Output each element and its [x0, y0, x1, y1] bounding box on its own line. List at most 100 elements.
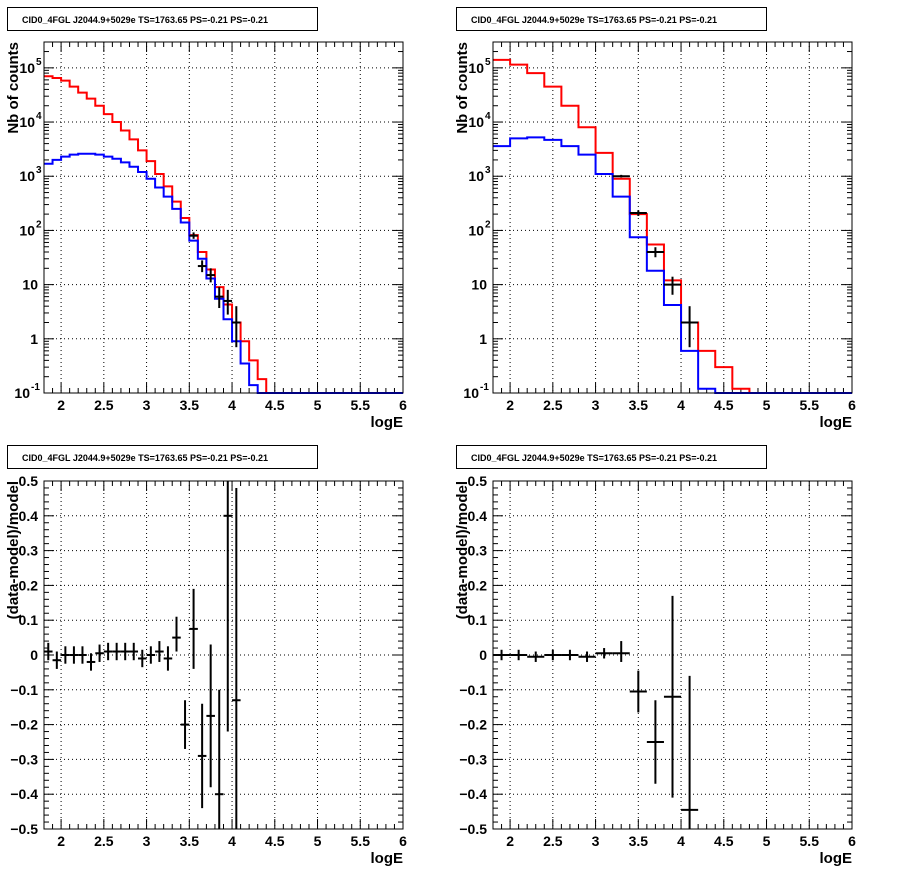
x-tick-label: 5.5 — [800, 833, 820, 849]
y-tick-label: −0.2 — [459, 717, 487, 733]
y-tick-label: 10 — [22, 277, 38, 293]
y-tick-label: 1 — [479, 331, 487, 347]
x-tick-label: 6 — [848, 397, 856, 413]
y-tick-label: 0.3 — [19, 543, 39, 559]
y-tick-label: 10 — [468, 222, 484, 238]
x-tick-label: 5 — [763, 397, 771, 413]
y-tick-label: 0.5 — [19, 473, 39, 489]
y-tick-label: 0.2 — [468, 577, 488, 593]
x-tick-label: 5.5 — [351, 833, 371, 849]
plot-frame — [492, 41, 853, 394]
plot-frame — [43, 480, 404, 830]
y-tick-exponent: -1 — [31, 382, 40, 393]
x-tick-label: 2.5 — [94, 397, 114, 413]
x-tick-label: 4.5 — [714, 397, 734, 413]
x-tick-label: 2.5 — [543, 833, 563, 849]
y-tick-label: 10 — [19, 114, 35, 130]
x-tick-label: 5 — [314, 833, 322, 849]
y-tick-label: −0.1 — [10, 682, 38, 698]
y-tick-label: −0.1 — [459, 682, 487, 698]
y-tick-label: 10 — [19, 168, 35, 184]
y-tick-label: −0.2 — [10, 717, 38, 733]
y-tick-label: −0.4 — [10, 786, 38, 802]
x-tick-label: 5.5 — [800, 397, 820, 413]
x-tick-label: 4.5 — [265, 397, 285, 413]
x-tick-label: 2 — [506, 833, 514, 849]
y-tick-exponent: -1 — [480, 382, 489, 393]
y-tick-label: 0 — [30, 647, 38, 663]
panel-title-top-left: CID0_4FGL J2044.9+5029e TS=1763.65 PS=-0… — [7, 7, 318, 31]
model-source-curve — [44, 152, 403, 394]
model-source-curve — [493, 136, 852, 394]
y-tick-label: 0.2 — [19, 577, 39, 593]
y-tick-label: 0.4 — [468, 508, 488, 524]
y-tick-label: 10 — [463, 385, 479, 401]
y-tick-label: 0.1 — [468, 612, 488, 628]
x-tick-label: 3 — [592, 833, 600, 849]
y-tick-label: −0.4 — [459, 786, 487, 802]
model-total-curve — [44, 75, 403, 394]
x-tick-label: 3.5 — [180, 397, 200, 413]
chart-bottom-left: 2 2.5 3 3.5 4 4.5 5 5.5 6 −0.5 −0.4 −0.3 −0.2 −0.1 0 0.… — [5, 473, 407, 867]
y-tick-label: 0.4 — [19, 508, 39, 524]
y-tick-exponent: 4 — [36, 111, 42, 122]
panel-title-bottom-left: CID0_4FGL J2044.9+5029e TS=1763.65 PS=-0… — [7, 445, 318, 469]
x-tick-label: 4 — [228, 397, 236, 413]
y-tick-label: 10 — [471, 277, 487, 293]
y-tick-label: 10 — [468, 60, 484, 76]
y-axis-label: (data-model)/model — [454, 481, 471, 619]
y-tick-exponent: 4 — [485, 111, 491, 122]
y-tick-label: −0.5 — [10, 821, 38, 837]
x-tick-label: 2 — [57, 833, 65, 849]
x-tick-label: 4 — [228, 833, 236, 849]
y-tick-label: −0.3 — [459, 751, 487, 767]
x-tick-label: 3.5 — [629, 397, 649, 413]
x-tick-label: 5 — [314, 397, 322, 413]
x-axis-label: logE — [820, 850, 853, 867]
x-tick-label: 3 — [143, 397, 151, 413]
y-tick-exponent: 3 — [485, 165, 491, 176]
x-tick-label: 2.5 — [94, 833, 114, 849]
y-tick-label: 10 — [468, 168, 484, 184]
plot-frame — [43, 41, 404, 394]
x-tick-label: 2 — [506, 397, 514, 413]
y-tick-exponent: 5 — [36, 57, 42, 68]
y-tick-exponent: 2 — [36, 219, 42, 230]
y-tick-label: 10 — [19, 222, 35, 238]
x-tick-label: 5.5 — [351, 397, 371, 413]
x-axis-label: logE — [820, 414, 853, 431]
x-tick-label: 3.5 — [629, 833, 649, 849]
y-axis-label: (data-model)/model — [5, 481, 22, 619]
x-tick-label: 3 — [143, 833, 151, 849]
x-axis-label: logE — [371, 850, 404, 867]
x-tick-label: 4 — [677, 397, 685, 413]
y-tick-label: 0.1 — [19, 612, 39, 628]
y-axis-label: Nb of counts — [5, 42, 22, 134]
y-tick-exponent: 2 — [485, 219, 491, 230]
chart-bottom-right: 2 2.5 3 3.5 4 4.5 5 5.5 6 −0.5 −0.4 −0.3 −0.2 −0.1 0 0.… — [454, 473, 856, 867]
model-total-curve — [493, 58, 852, 394]
y-tick-label: 10 — [468, 114, 484, 130]
y-tick-exponent: 3 — [36, 165, 42, 176]
x-tick-label: 4 — [677, 833, 685, 849]
plot-frame — [492, 480, 853, 830]
y-tick-exponent: 5 — [485, 57, 491, 68]
x-tick-label: 2.5 — [543, 397, 563, 413]
y-tick-label: 10 — [19, 60, 35, 76]
y-tick-label: −0.3 — [10, 751, 38, 767]
y-tick-label: 1 — [30, 331, 38, 347]
x-tick-label: 5 — [763, 833, 771, 849]
panel-title-bottom-right: CID0_4FGL J2044.9+5029e TS=1763.65 PS=-0… — [456, 445, 767, 469]
x-tick-label: 4.5 — [714, 833, 734, 849]
y-axis-label: Nb of counts — [454, 42, 471, 134]
x-tick-label: 2 — [57, 397, 65, 413]
y-tick-label: 0 — [479, 647, 487, 663]
x-tick-label: 6 — [399, 833, 407, 849]
y-tick-label: 0.3 — [468, 543, 488, 559]
y-tick-label: −0.5 — [459, 821, 487, 837]
panel-title-top-right: CID0_4FGL J2044.9+5029e TS=1763.65 PS=-0… — [456, 7, 767, 31]
x-axis-label: logE — [371, 414, 404, 431]
